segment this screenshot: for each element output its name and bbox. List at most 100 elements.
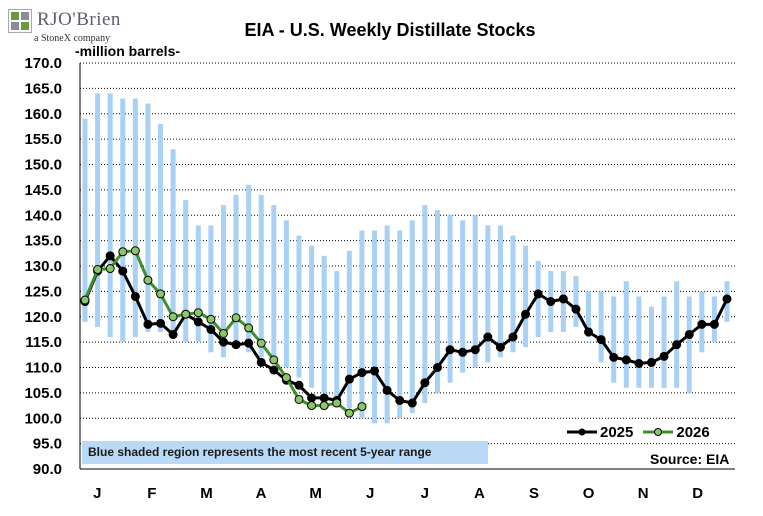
data-point-2026 <box>294 394 304 404</box>
range-bar <box>397 230 403 419</box>
data-point-2025 <box>533 289 543 299</box>
data-point-2025 <box>269 365 279 375</box>
range-bar <box>82 118 88 322</box>
logo-brand-text: RJO'Brien <box>37 9 121 30</box>
data-point-2025 <box>357 368 367 378</box>
range-bar <box>447 215 453 383</box>
x-tick-label: D <box>692 485 703 502</box>
range-bar <box>611 296 617 383</box>
y-tick-label: 130.0 <box>24 258 62 275</box>
data-point-2025 <box>432 363 442 372</box>
y-tick-label: 140.0 <box>24 207 62 224</box>
data-point-2026 <box>269 355 279 365</box>
data-point-2025 <box>231 340 241 350</box>
series-lines <box>80 246 732 418</box>
legend-label-2026: 2026 <box>676 423 710 441</box>
data-point-2026 <box>105 264 115 274</box>
data-point-2025 <box>256 357 266 367</box>
data-point-2026 <box>168 312 178 322</box>
data-point-2026 <box>231 313 241 323</box>
axes <box>79 63 735 470</box>
y-tick-labels: 90.0 95.0 100.0 105.0 110.0 115.0 120.0 125.0 13… <box>24 55 62 478</box>
data-point-2025 <box>206 324 216 334</box>
data-point-2025 <box>118 266 128 276</box>
data-point-2025 <box>244 338 254 348</box>
data-point-2025 <box>609 352 619 362</box>
data-point-2025 <box>294 380 304 390</box>
data-point-2025 <box>684 330 694 340</box>
range-bar <box>120 98 126 343</box>
data-point-2025 <box>584 327 594 337</box>
range-bar <box>346 250 352 409</box>
legend-swatch-2026-icon <box>643 428 674 436</box>
x-tick-label: M <box>309 485 322 502</box>
series-line-2025 <box>83 254 729 405</box>
data-point-2025 <box>218 337 228 347</box>
range-bar <box>648 306 654 388</box>
range-bar <box>296 235 302 378</box>
range-bar <box>183 200 189 343</box>
range-bar <box>485 225 491 363</box>
range-bar <box>258 194 264 358</box>
range-bar <box>409 220 415 414</box>
range-bar <box>220 205 226 358</box>
y-tick-label: 120.0 <box>24 309 62 326</box>
data-point-2026 <box>193 308 203 318</box>
range-bar <box>107 93 113 338</box>
range-bar <box>497 225 503 358</box>
data-point-2025 <box>546 297 556 307</box>
data-point-2025 <box>596 335 606 345</box>
range-note: Blue shaded region represents the most r… <box>82 441 488 464</box>
x-tick-label: S <box>529 485 539 502</box>
range-bar <box>246 184 252 353</box>
y-axis-unit-label: -million barrels- <box>75 43 181 59</box>
data-point-2025 <box>483 332 493 342</box>
data-point-2025 <box>646 357 656 367</box>
range-bar <box>422 205 428 404</box>
data-point-2025 <box>709 319 719 329</box>
logo-mark-icon <box>8 9 32 33</box>
data-point-2025 <box>558 294 568 304</box>
source-label: Source: EIA <box>650 451 730 467</box>
legend: 2025 2026 <box>567 421 720 443</box>
chart-title: EIA - U.S. Weekly Distillate Stocks <box>244 20 536 40</box>
range-bar <box>623 281 629 388</box>
x-tick-label: J <box>421 485 429 502</box>
x-tick-label: N <box>638 485 649 502</box>
data-point-2025 <box>634 358 644 368</box>
x-tick-label: A <box>256 485 267 502</box>
y-tick-label: 95.0 <box>33 436 62 453</box>
legend-swatch-2025-icon <box>567 428 597 436</box>
data-point-2025 <box>370 366 380 376</box>
range-bar <box>372 230 378 424</box>
data-point-2026 <box>118 247 128 257</box>
range-bar <box>170 149 176 332</box>
y-tick-label: 170.0 <box>24 55 62 72</box>
data-point-2025 <box>659 351 669 361</box>
y-tick-label: 110.0 <box>25 360 62 377</box>
y-tick-label: 105.0 <box>24 385 62 402</box>
data-point-2025 <box>458 347 468 357</box>
range-bar <box>510 235 516 353</box>
range-bar <box>523 245 529 348</box>
data-point-2026 <box>307 401 317 411</box>
range-bar <box>434 210 440 393</box>
x-tick-label: J <box>366 485 374 502</box>
range-bar <box>321 255 327 393</box>
range-bar <box>158 123 164 332</box>
range-bar <box>309 245 315 388</box>
x-tick-label: F <box>147 485 156 502</box>
data-point-2025 <box>697 319 707 329</box>
range-bar <box>271 205 277 363</box>
y-tick-label: 155.0 <box>24 131 62 148</box>
range-bar <box>674 281 680 388</box>
data-point-2025 <box>395 395 405 405</box>
y-tick-label: 90.0 <box>33 461 62 478</box>
range-bar <box>195 225 201 343</box>
data-point-2025 <box>621 355 631 365</box>
data-point-2026 <box>357 402 367 412</box>
rjobrien-logo: RJO'Brien a StoneX company <box>4 6 134 46</box>
x-tick-label: O <box>583 485 595 502</box>
